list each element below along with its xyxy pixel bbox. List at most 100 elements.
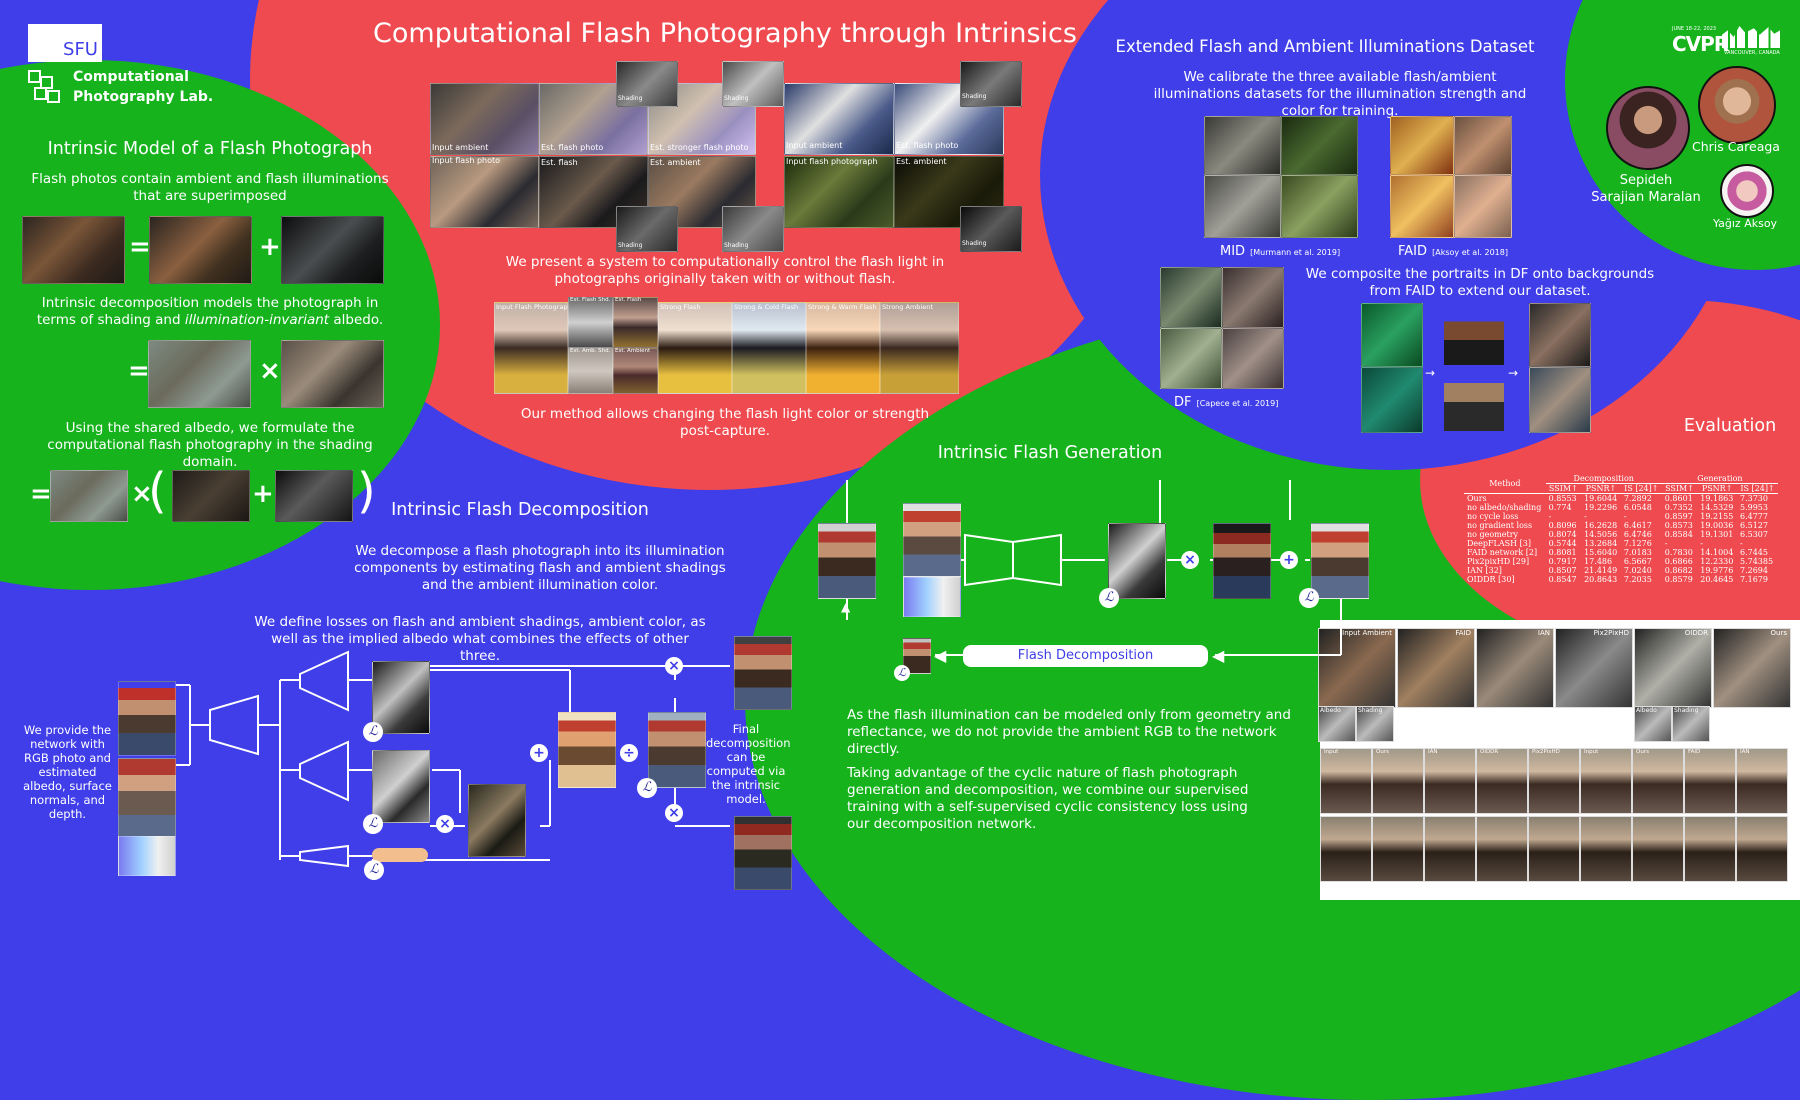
eval-qualitative-image [1632, 748, 1684, 814]
composite-bg-green [1361, 303, 1423, 367]
composite-person [1444, 303, 1504, 365]
teaser-label-shoes-ambient: Input ambient [786, 141, 843, 150]
df-img-2 [1222, 267, 1284, 328]
table-cell-value: 19.6044 [1584, 494, 1618, 503]
eval-qualitative-image [1736, 816, 1788, 882]
strip-strong-flash [658, 302, 732, 394]
table-cell-value: 19.2296 [1584, 503, 1618, 512]
loss-icon: ℒ [1099, 588, 1119, 608]
plus-op: + [259, 232, 281, 262]
teaser-input-ambient [430, 83, 539, 155]
eval-qualitative-image [1476, 748, 1528, 814]
ambient-shading-car [172, 470, 250, 522]
table-cell-value: - [1739, 539, 1743, 548]
equals-op: = [129, 232, 151, 262]
intrinsic-model-heading: Intrinsic Model of a Flash Photograph [47, 139, 373, 159]
table-cell-value: - [1584, 512, 1587, 521]
table-cell-value: 13.2684 [1584, 539, 1618, 548]
table-row: DeepFLASH [3] 0.5744 13.2684 7.1276 - - - [1464, 539, 1778, 548]
table-cell-value: 7.2892 [1623, 494, 1652, 503]
table-cell-value: - [1700, 539, 1703, 548]
evaluation-table: Method Decomposition Generation SSIM↑ PS… [1464, 474, 1778, 584]
flash-shading-car [275, 470, 353, 522]
loss-icon: ℒ [363, 814, 383, 834]
eval-qualitative-image [1372, 748, 1424, 814]
table-cell-value: 19.2155 [1700, 512, 1734, 521]
table-row: IAN [32] 0.8507 21.4149 7.0240 0.8682 19.9776… [1464, 566, 1778, 575]
multiply-icon: × [665, 657, 683, 675]
composite-result-2 [1529, 367, 1591, 433]
lab-name: Computational Photography Lab. [73, 67, 213, 107]
faid-caption: FAID [Aksoy et al. 2018] [1398, 240, 1508, 259]
strip-est-flash [613, 297, 658, 348]
eval-qualitative-subimage [1634, 706, 1672, 742]
composite-result [1529, 303, 1591, 367]
table-cell-value: 0.8601 [1664, 494, 1693, 503]
mid-cite: [Murmann et al. 2019] [1250, 248, 1341, 257]
strip-label-cold-flash: Strong & Cold Flash [734, 303, 799, 311]
table-cell-value: 7.1276 [1623, 539, 1652, 548]
table-cell-value: 14.5056 [1584, 530, 1618, 539]
teaser-label-shading-3: Shading [618, 242, 643, 249]
strip-input-flash [494, 302, 568, 394]
mid-img-3 [1204, 175, 1281, 238]
plus-op-2: + [252, 479, 274, 509]
sfu-logo: SFU [28, 24, 102, 62]
eval-qualitative-image [1424, 816, 1476, 882]
teaser-shading-1 [616, 61, 678, 107]
loss-icon: ℒ [364, 860, 384, 880]
eval-qualitative-image [1632, 816, 1684, 882]
ambient-photo-car [149, 216, 252, 284]
table-cell-method: no geometry [1467, 530, 1519, 539]
eval-qualitative-image [1528, 748, 1580, 814]
decomp-flash-photo [558, 712, 616, 788]
table-cell-value: 19.0036 [1700, 521, 1734, 530]
table-cell-value: 7.2694 [1739, 566, 1768, 575]
teaser-label-stronger-flash: Est. stronger flash photo [650, 143, 749, 152]
decomp-final-flash [734, 636, 792, 710]
evaluation-table-body: Ours 0.8553 19.6044 7.2892 0.8601 19.1863 7.37… [1464, 494, 1778, 584]
lab-name-line1: Computational [73, 69, 189, 85]
table-row: no albedo/shading 0.774 19.2296 6.0548 0.735… [1464, 503, 1778, 512]
table-cell-value: 6.5307 [1739, 530, 1768, 539]
cvpr-skyline-icon [1722, 26, 1780, 48]
table-sub-header: PSNR↑ [1701, 484, 1733, 493]
table-cell-value: 6.0548 [1623, 503, 1652, 512]
table-cell-value: 19.9776 [1700, 566, 1734, 575]
table-cell-value: 0.5744 [1548, 539, 1577, 548]
eval-qualitative-image [1476, 628, 1554, 708]
eval-qualitative-image [1320, 816, 1372, 882]
author-avatar-chris [1698, 66, 1776, 144]
intrinsic-text-2c: albedo. [329, 312, 384, 328]
strip-label-input: Input Flash Photograph [496, 303, 572, 311]
composite-arrow-1: → [1425, 366, 1436, 380]
decomposition-text-1: We decompose a flash photograph into its… [354, 543, 726, 593]
faid-label: FAID [1398, 244, 1428, 259]
eval-qualitative-label: IAN [1428, 749, 1438, 755]
table-cell-value: 0.8682 [1664, 566, 1693, 575]
decomp-input-albedo [118, 758, 176, 840]
table-cell-value: 12.2330 [1700, 557, 1734, 566]
table-cell-value: 0.8584 [1664, 530, 1693, 539]
right-paren: ) [357, 463, 376, 519]
table-sub-header: PSNR↑ [1585, 484, 1617, 493]
eval-qualitative-label: Input [1324, 749, 1339, 755]
mid-caption: MID [Murmann et al. 2019] [1220, 240, 1340, 259]
table-cell-method: OIDDR [30] [1467, 575, 1515, 584]
table-cell-value: - [1623, 512, 1627, 521]
df-img-1 [1160, 267, 1222, 328]
table-sub-header: SSIM↑ [1665, 484, 1694, 493]
table-row: Pix2pixHD [29] 0.7917 17.486 6.5667 0.6866 12… [1464, 557, 1778, 566]
intrinsic-text-2b: illumination-invariant [184, 312, 330, 328]
table-cell-method: FAID network [2] [1467, 548, 1538, 557]
eval-qualitative-image [1684, 816, 1736, 882]
df-img-4 [1222, 328, 1284, 389]
eval-qualitative-sublabel: Albedo [1636, 707, 1657, 714]
gen-input-ambient [818, 523, 876, 599]
table-cell-value: 0.8507 [1548, 566, 1577, 575]
eval-qualitative-sublabel: Shading [1674, 707, 1699, 714]
table-cell-method: no cycle loss [1467, 512, 1519, 521]
eval-qualitative-image [1318, 628, 1396, 708]
author-name-sepideh: Sepideh Sarajian Maralan [1591, 173, 1701, 205]
strip-est-ambient [613, 348, 658, 394]
